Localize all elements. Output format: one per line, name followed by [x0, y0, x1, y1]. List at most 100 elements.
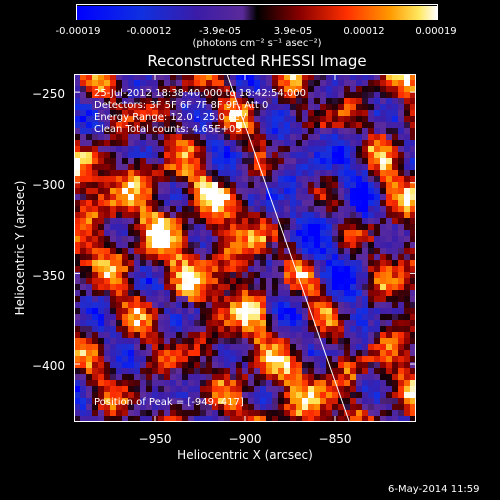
heatmap-pixel	[140, 230, 147, 237]
heatmap-pixel	[146, 374, 153, 381]
heatmap-pixel	[128, 200, 135, 207]
heatmap-pixel	[98, 332, 105, 339]
heatmap-pixel	[380, 302, 387, 309]
heatmap-pixel	[146, 242, 153, 249]
heatmap-pixel	[242, 146, 249, 153]
heatmap-pixel	[80, 74, 87, 81]
heatmap-pixel	[380, 140, 387, 147]
heatmap-pixel	[386, 254, 393, 261]
heatmap-pixel	[218, 92, 225, 99]
heatmap-pixel	[272, 410, 279, 417]
heatmap-pixel	[260, 116, 267, 123]
heatmap-pixel	[134, 170, 141, 177]
heatmap-pixel	[176, 164, 183, 171]
heatmap-pixel	[182, 356, 189, 363]
heatmap-pixel	[74, 284, 81, 291]
heatmap-pixel	[122, 236, 129, 243]
heatmap-pixel	[176, 254, 183, 261]
heatmap-pixel	[392, 350, 399, 357]
heatmap-pixel	[368, 248, 375, 255]
heatmap-pixel	[200, 392, 207, 399]
heatmap-pixel	[332, 278, 339, 285]
heatmap-pixel	[134, 116, 141, 123]
heatmap-pixel	[410, 350, 416, 357]
heatmap-pixel	[278, 248, 285, 255]
heatmap-pixel	[194, 284, 201, 291]
heatmap-pixel	[284, 338, 291, 345]
heatmap-pixel	[272, 164, 279, 171]
heatmap-pixel	[176, 158, 183, 165]
heatmap-pixel	[176, 224, 183, 231]
heatmap-pixel	[218, 224, 225, 231]
heatmap-pixel	[152, 128, 159, 135]
heatmap-pixel	[74, 188, 81, 195]
heatmap-pixel	[254, 104, 261, 111]
heatmap-pixel	[74, 398, 81, 405]
heatmap-pixel	[86, 98, 93, 105]
heatmap-pixel	[80, 224, 87, 231]
heatmap-pixel	[218, 392, 225, 399]
heatmap-pixel	[122, 338, 129, 345]
heatmap-pixel	[368, 368, 375, 375]
heatmap-pixel	[374, 302, 381, 309]
heatmap-pixel	[176, 320, 183, 327]
heatmap-pixel	[104, 284, 111, 291]
heatmap-pixel	[80, 146, 87, 153]
heatmap-pixel	[392, 248, 399, 255]
heatmap-pixel	[176, 176, 183, 183]
heatmap-pixel	[110, 188, 117, 195]
heatmap-pixel	[140, 296, 147, 303]
heatmap-pixel	[332, 326, 339, 333]
heatmap-pixel	[266, 158, 273, 165]
heatmap-pixel	[332, 350, 339, 357]
heatmap-pixel	[194, 128, 201, 135]
heatmap-pixel	[392, 398, 399, 405]
heatmap-pixel	[146, 254, 153, 261]
heatmap-pixel	[182, 182, 189, 189]
heatmap-pixel	[176, 308, 183, 315]
heatmap-pixel	[344, 212, 351, 219]
heatmap-pixel	[140, 134, 147, 141]
heatmap-pixel	[356, 146, 363, 153]
heatmap-pixel	[152, 182, 159, 189]
heatmap-pixel	[260, 410, 267, 417]
heatmap-pixel	[176, 104, 183, 111]
heatmap-pixel	[230, 116, 237, 123]
heatmap-pixel	[194, 302, 201, 309]
heatmap-pixel	[356, 224, 363, 231]
heatmap-pixel	[110, 218, 117, 225]
heatmap-pixel	[212, 182, 219, 189]
heatmap-pixel	[98, 74, 105, 81]
heatmap-pixel	[158, 236, 165, 243]
heatmap-pixel	[182, 374, 189, 381]
heatmap-pixel	[218, 332, 225, 339]
heatmap-pixel	[410, 272, 416, 279]
heatmap-pixel	[398, 248, 405, 255]
heatmap-pixel	[188, 140, 195, 147]
heatmap-pixel	[374, 86, 381, 93]
heatmap-pixel	[278, 188, 285, 195]
heatmap-pixel	[260, 164, 267, 171]
heatmap-pixel	[272, 224, 279, 231]
heatmap-pixel	[272, 272, 279, 279]
heatmap-pixel	[98, 320, 105, 327]
heatmap-pixel	[272, 206, 279, 213]
heatmap-pixel	[92, 242, 99, 249]
heatmap-pixel	[134, 338, 141, 345]
heatmap-pixel	[386, 392, 393, 399]
heatmap-pixel	[224, 104, 231, 111]
heatmap-pixel	[290, 212, 297, 219]
heatmap-pixel	[230, 86, 237, 93]
heatmap-pixel	[74, 356, 81, 363]
heatmap-pixel	[110, 230, 117, 237]
heatmap-pixel	[86, 380, 93, 387]
heatmap-pixel	[398, 158, 405, 165]
heatmap-pixel	[128, 254, 135, 261]
heatmap-pixel	[302, 230, 309, 237]
heatmap-pixel	[224, 404, 231, 411]
heatmap-pixel	[140, 176, 147, 183]
heatmap-pixel	[332, 206, 339, 213]
heatmap-pixel	[194, 278, 201, 285]
heatmap-pixel	[272, 314, 279, 321]
heatmap-pixel	[266, 398, 273, 405]
